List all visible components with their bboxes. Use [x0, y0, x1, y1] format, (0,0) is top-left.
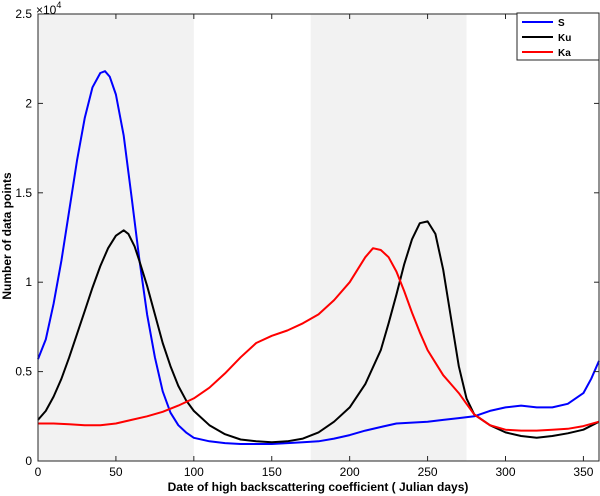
- x-axis-label: Date of high backscattering coefficient …: [168, 480, 469, 494]
- x-tick-label: 200: [340, 465, 360, 479]
- x-tick-label: 100: [184, 465, 204, 479]
- series-line-s: [37, 70, 600, 445]
- x-tick-label: 250: [418, 465, 438, 479]
- x-tick-label: 300: [495, 465, 515, 479]
- y-axis-multiplier: ×104: [36, 0, 61, 17]
- y-axis: 0 0.5 1 1.5 2 2.5: [15, 7, 599, 468]
- y-tick-label: 0.5: [15, 365, 32, 379]
- y-tick-label: 2: [25, 96, 32, 110]
- series-line-ku: [37, 220, 600, 444]
- legend-label-ku: Ku: [558, 33, 571, 44]
- x-tick-label: 50: [109, 465, 123, 479]
- x-tick-label: 350: [573, 465, 593, 479]
- shaded-band-2: [310, 14, 467, 461]
- x-tick-label: 0: [35, 465, 42, 479]
- series-line-ka: [38, 247, 600, 432]
- x-axis: 0 50 100 150 200 250 300 350: [35, 14, 594, 479]
- y-tick-label: 1.5: [15, 186, 32, 200]
- plot-area-frame: [37, 13, 600, 462]
- y-tick-label: 1: [25, 275, 32, 289]
- y-axis-label: Number of data points: [0, 172, 14, 300]
- legend-label-ka: Ka: [558, 48, 571, 59]
- y-tick-label: 2.5: [15, 7, 32, 21]
- shaded-bands: [38, 14, 467, 461]
- legend: S Ku Ka: [516, 12, 600, 61]
- legend-label-s: S: [558, 18, 565, 29]
- series-layer: [37, 70, 600, 445]
- x-tick-label: 150: [262, 465, 282, 479]
- y-tick-label: 0: [25, 454, 32, 468]
